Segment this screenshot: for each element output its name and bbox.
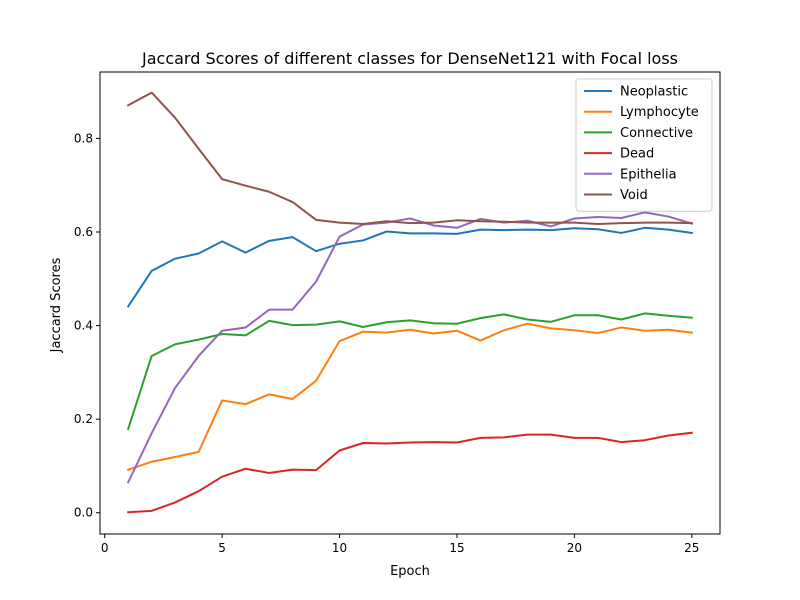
x-axis-ticks: 0 5 10 15 20 25 [101, 534, 699, 555]
series-line-dead [127, 431, 693, 514]
legend-label-void: Void [620, 188, 648, 203]
axes-frame [99, 71, 721, 535]
legend-label-dead: Dead [620, 147, 654, 162]
y-tick-label: 0.0 [74, 506, 93, 520]
series-line-epithelia [126, 211, 694, 484]
legend: Neoplastic Lymphocyte Connective Dead Epithe… [575, 78, 713, 212]
y-tick-label: 0.2 [74, 412, 93, 426]
x-tick-label: 25 [684, 541, 699, 555]
legend-label-neoplastic: Neoplastic [620, 85, 688, 100]
series-line-neoplastic [126, 226, 693, 308]
series-line-void [126, 91, 693, 226]
x-axis-label: Epoch [390, 564, 430, 579]
y-axis-label: Jaccard Scores [49, 257, 64, 353]
y-tick-label: 0.6 [74, 225, 93, 239]
series-line-lymphocyte [126, 322, 693, 471]
x-tick-label: 0 [101, 541, 109, 555]
y-tick-label: 0.8 [74, 131, 93, 145]
series-line-connective [126, 312, 693, 431]
x-tick-label: 10 [332, 541, 347, 555]
y-tick-label: 0.4 [74, 319, 93, 333]
legend-label-connective: Connective [620, 126, 693, 141]
y-axis-ticks: 0.0 0.2 0.4 0.6 0.8 [74, 131, 100, 520]
chart-title: Jaccard Scores of different classes for … [141, 49, 678, 68]
x-tick-label: 15 [449, 541, 464, 555]
series-layer [126, 91, 694, 514]
x-tick-label: 20 [567, 541, 582, 555]
axes-border [99, 71, 721, 535]
x-tick-label: 5 [218, 541, 226, 555]
legend-label-epithelia: Epithelia [620, 167, 677, 182]
legend-label-lymphocyte: Lymphocyte [620, 105, 699, 120]
